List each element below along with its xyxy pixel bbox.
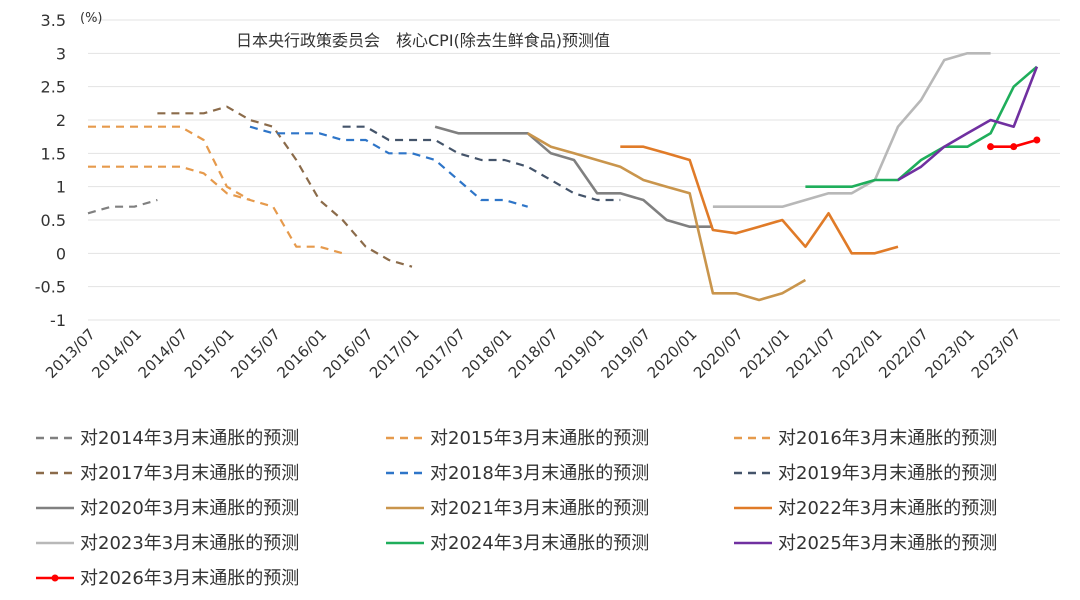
series-line-6 — [342, 125, 621, 202]
series-line-8 — [527, 132, 807, 302]
series-line-1 — [87, 198, 158, 215]
legend-item: 对2014年3月末通胀的预测 — [36, 428, 299, 449]
series-lines — [87, 51, 1041, 302]
x-tick-label: 2014/01 — [88, 325, 145, 382]
y-tick-label: 3 — [56, 44, 66, 63]
x-tick-label: 2015/01 — [181, 325, 238, 382]
legend-label: 对2026年3月末通胀的预测 — [80, 568, 299, 589]
legend-label: 对2015年3月末通胀的预测 — [430, 428, 649, 449]
x-tick-label: 2019/07 — [597, 325, 654, 382]
legend-item: 对2017年3月末通胀的预测 — [36, 463, 299, 484]
x-tick-label: 2022/01 — [829, 325, 886, 382]
legend-item: 对2021年3月末通胀的预测 — [386, 498, 649, 519]
y-tick-label: 0.5 — [41, 211, 66, 230]
chart-title: 日本央行政策委员会 核心CPI(除去生鲜食品)预测值 — [236, 31, 610, 50]
y-tick-label: 2 — [56, 111, 66, 130]
x-tick-label: 2021/01 — [736, 325, 793, 382]
x-tick-label: 2021/07 — [783, 325, 840, 382]
series-line-10 — [712, 51, 991, 208]
y-axis-ticks: 3.5 3 2.5 2 1.5 1 0.5 0 -0.5 -1 — [35, 11, 66, 330]
series-line-9 — [620, 145, 899, 255]
legend-label: 对2024年3月末通胀的预测 — [430, 533, 649, 554]
x-tick-label: 2017/07 — [412, 325, 469, 382]
y-tick-label: 3.5 — [41, 11, 66, 30]
x-tick-label: 2020/07 — [690, 325, 747, 382]
legend-item: 对2015年3月末通胀的预测 — [386, 428, 649, 449]
x-tick-label: 2018/01 — [459, 325, 516, 382]
series-line-7 — [434, 125, 713, 228]
legend-label: 对2019年3月末通胀的预测 — [778, 463, 997, 484]
series-line-4 — [157, 105, 413, 268]
x-tick-label: 2019/01 — [551, 325, 608, 382]
x-tick-label: 2018/07 — [505, 325, 562, 382]
y-tick-label: -1 — [50, 311, 66, 330]
series-line-5 — [249, 125, 529, 208]
x-tick-label: 2013/07 — [42, 325, 99, 382]
legend-item: 对2024年3月末通胀的预测 — [386, 533, 649, 554]
x-tick-label: 2022/07 — [875, 325, 932, 382]
series-point — [1033, 136, 1041, 144]
legend-label: 对2025年3月末通胀的预测 — [778, 533, 997, 554]
legend: 对2014年3月末通胀的预测 对2015年3月末通胀的预测 对2016年3月末通胀的… — [36, 428, 997, 589]
series-line-2 — [88, 125, 251, 201]
x-tick-label: 2015/07 — [227, 325, 284, 382]
series-line-11 — [805, 65, 1038, 188]
legend-label: 对2017年3月末通胀的预测 — [80, 463, 299, 484]
y-tick-label: -0.5 — [35, 278, 66, 297]
legend-label: 对2014年3月末通胀的预测 — [80, 428, 299, 449]
legend-item: 对2018年3月末通胀的预测 — [386, 463, 649, 484]
legend-label: 对2020年3月末通胀的预测 — [80, 498, 299, 519]
y-tick-label: 2.5 — [41, 78, 66, 97]
series-line-3 — [88, 165, 343, 255]
legend-item: 对2019年3月末通胀的预测 — [734, 463, 997, 484]
series-point — [987, 143, 995, 151]
y-tick-label: 0 — [56, 244, 66, 263]
x-tick-label: 2014/07 — [135, 325, 192, 382]
y-tick-label: 1.5 — [41, 144, 66, 163]
legend-item: 对2016年3月末通胀的预测 — [734, 428, 997, 449]
legend-item: 对2025年3月末通胀的预测 — [734, 533, 997, 554]
x-tick-label: 2023/01 — [921, 325, 978, 382]
legend-item: 对2022年3月末通胀的预测 — [734, 498, 997, 519]
x-tick-label: 2017/01 — [366, 325, 423, 382]
legend-label: 对2021年3月末通胀的预测 — [430, 498, 649, 519]
legend-label: 对2023年3月末通胀的预测 — [80, 533, 299, 554]
legend-label: 对2022年3月末通胀的预测 — [778, 498, 997, 519]
legend-item: 对2026年3月末通胀的预测 — [36, 568, 299, 589]
legend-marker — [51, 574, 59, 582]
x-tick-label: 2016/01 — [273, 325, 330, 382]
x-tick-label: 2020/01 — [644, 325, 701, 382]
x-tick-label: 2016/07 — [320, 325, 377, 382]
unit-label: (%) — [80, 11, 103, 26]
legend-item: 对2023年3月末通胀的预测 — [36, 533, 299, 554]
y-tick-label: 1 — [56, 178, 66, 197]
series-line-12 — [897, 66, 1039, 182]
legend-label: 对2016年3月末通胀的预测 — [778, 428, 997, 449]
series-point — [1010, 143, 1018, 151]
legend-label: 对2018年3月末通胀的预测 — [430, 463, 649, 484]
legend-item: 对2020年3月末通胀的预测 — [36, 498, 299, 519]
x-tick-label: 2023/07 — [968, 325, 1025, 382]
x-axis-ticks: 2013/072014/012014/072015/012015/072016/… — [42, 325, 1025, 382]
